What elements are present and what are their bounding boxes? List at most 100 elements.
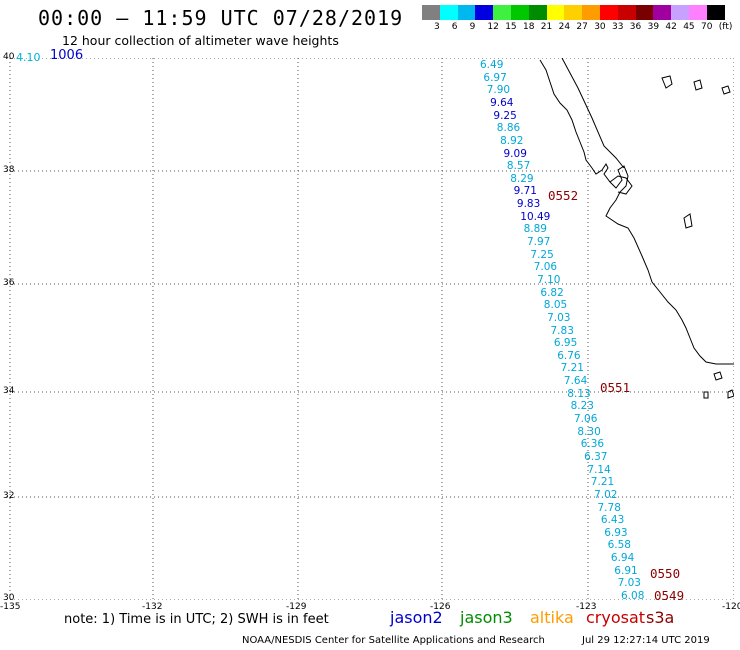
wave-height-value: 6.08 [621,590,645,602]
latitude-label: 30 [3,593,15,603]
wave-height-value: 7.06 [533,261,558,274]
legend-tick-label: 12 [487,22,499,32]
wave-height-value: 6.94 [610,552,635,565]
legend-tick-label: 27 [576,22,588,32]
california-coastline [539,59,734,365]
wave-height-value: 7.90 [486,84,511,97]
sf-bay [609,175,633,195]
wave-height-value: 7.02 [594,488,618,501]
map-canvas [6,58,734,600]
wave-height-value: 6.97 [483,71,507,84]
legend-swatch [493,5,511,20]
wave-height-value: 7.03 [617,577,641,590]
lat-lon-grid [6,58,734,600]
island-3 [703,391,709,399]
legend-swatch [688,5,707,20]
wave-height-value: 7.14 [587,463,611,476]
legend-tick-label: 42 [665,22,677,32]
legend-tick-label: 24 [558,22,571,32]
legend-tick-label: 18 [523,22,535,32]
wave-height-value: 6.36 [580,438,605,451]
wave-height-value: 7.97 [527,236,551,248]
legend-swatch [599,5,618,20]
lake-1 [661,75,673,89]
island-2 [727,389,734,399]
wave-height-value: 8.30 [577,425,601,438]
latitude-label: 38 [3,165,15,175]
latitude-label: 34 [3,386,15,396]
pass-time-label: 0552 [548,188,579,203]
corner-pass-time: 1006 [50,48,84,63]
legend-tick-label: (ft) [718,22,733,32]
wave-height-value: 9.09 [503,147,527,160]
satellite-label-cryosat: cryosat [586,608,646,627]
wave-height-value: 6.91 [614,564,638,577]
legend-swatch [617,5,636,20]
legend-tick-label: 30 [594,22,606,32]
legend-swatch [422,5,440,20]
wave-height-value: 9.83 [516,198,541,211]
longitude-label: -120 [722,602,740,612]
wave-height-value: 7.78 [597,501,621,514]
wave-height-value: 6.49 [480,59,504,71]
legend-tick-label: 33 [612,22,624,32]
legend-swatch [510,5,529,20]
page-subtitle: 12 hour collection of altimeter wave hei… [62,33,339,48]
satellite-label-altika: altika [530,608,574,627]
wave-height-value: 6.58 [607,539,631,552]
color-legend [422,5,725,20]
wave-height-value: 7.10 [537,273,561,286]
lake-3 [721,85,731,95]
credit-text: NOAA/NESDIS Center for Satellite Applica… [242,635,545,646]
page-title: 00:00 – 11:59 UTC 07/28/2019 [38,6,404,30]
wave-height-value: 8.86 [496,122,521,135]
legend-swatch [546,5,565,20]
latitude-label: 40 [3,52,15,62]
wave-height-value: 8.13 [567,387,591,400]
legend-swatch [457,5,476,20]
legend-tick-label: 3 [434,22,440,32]
wave-height-value: 7.25 [530,248,554,261]
wave-height-value: 6.37 [584,450,608,463]
wave-height-value: 10.49 [520,210,551,223]
wave-height-value: 7.83 [550,324,574,337]
longitude-label: -132 [142,602,163,612]
latitude-label: 32 [3,491,15,501]
generated-timestamp: Jul 29 12:27:14 UTC 2019 [582,635,710,646]
wave-height-value: 7.21 [560,362,584,375]
wave-height-value: 6.76 [557,349,581,362]
legend-swatch [706,5,725,20]
wave-height-value: 8.89 [523,223,547,236]
satellite-label-jason2: jason2 [390,608,443,627]
corner-swh-value: 4.10 [16,51,41,64]
wave-height-value: 8.92 [500,134,524,147]
wave-height-value: 7.03 [547,311,571,324]
longitude-label: -126 [430,602,451,612]
legend-swatch [439,5,458,20]
wave-height-value: 9.25 [493,109,517,122]
inland-river [561,58,625,169]
wave-height-value: 6.82 [540,286,564,299]
legend-swatch [671,5,689,20]
wave-height-value: 9.64 [490,96,514,109]
wave-height-value: 8.57 [506,160,531,173]
legend-tick-label: 45 [683,22,695,32]
pass-time-label: 0551 [600,380,631,395]
legend-tick-label: 6 [451,22,458,32]
legend-swatch [582,5,600,20]
wave-height-value: 8.05 [543,299,568,312]
longitude-label: -135 [0,602,21,612]
pass-time-label: 0549 [654,588,685,603]
legend-tick-label: 70 [701,22,713,32]
island-1 [713,371,723,381]
map-area: 40 38 36 34 32 30 -135 -132 -129 -126 -123 -120 6.4… [0,52,740,612]
coastline [539,58,734,399]
legend-tick-label: 21 [540,22,553,32]
wave-height-value: 7.06 [574,413,598,425]
legend-swatch [653,5,672,20]
satellite-label-jason3: jason3 [460,608,513,627]
satellite-label-s3a: s3a [646,608,675,627]
lake-4 [683,213,693,229]
wave-height-value: 7.64 [563,375,588,388]
legend-tick-label: 36 [629,22,642,32]
